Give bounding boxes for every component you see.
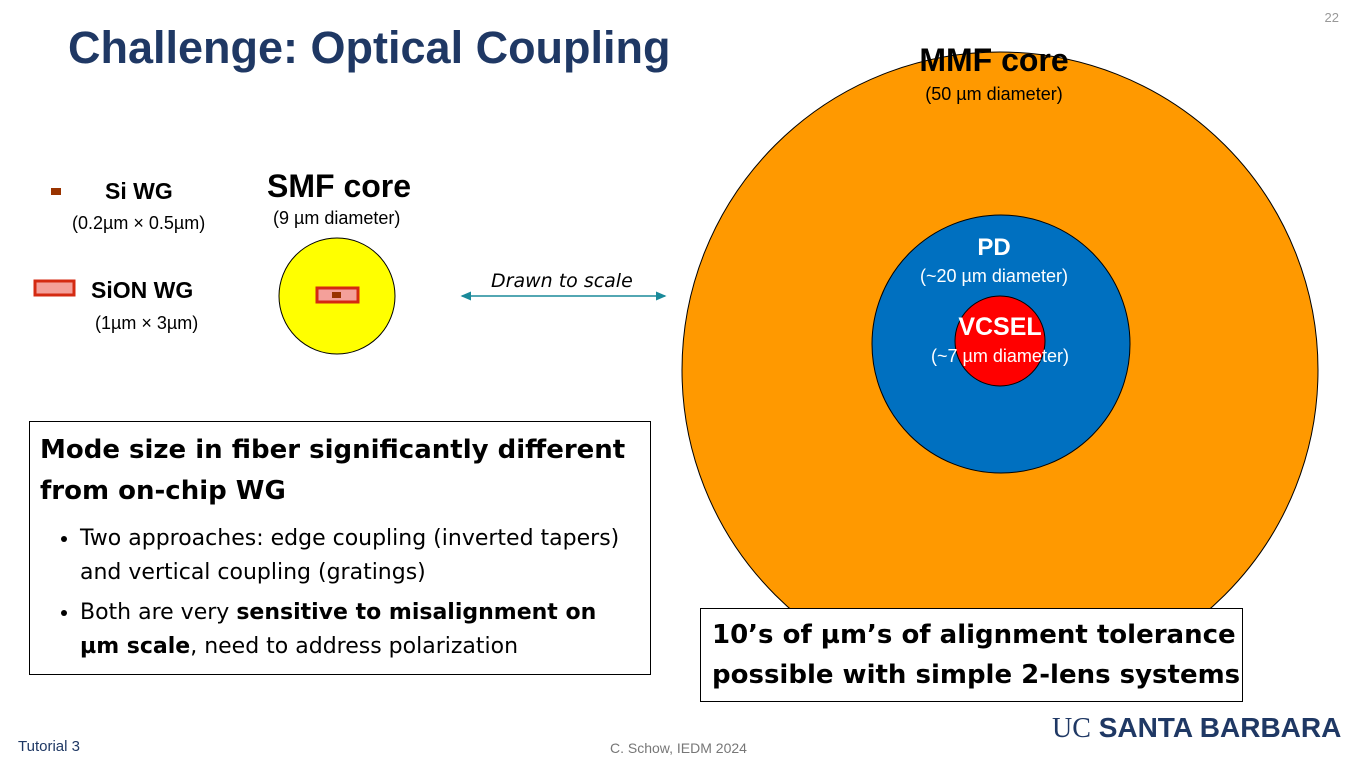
si-wg-label: Si WG [105, 178, 173, 204]
vcsel-dims: (~7 µm diameter) [931, 346, 1069, 366]
si-wg-dims: (0.2µm × 0.5µm) [72, 213, 206, 233]
bullet-text: , need to address polarization [190, 634, 519, 659]
bullet-approaches: Two approaches: edge coupling (inverted … [80, 522, 640, 590]
mode-size-callout: Mode size in fiber significantly differe… [29, 421, 651, 675]
alignment-tolerance-callout: 10’s of µm’s of alignment tolerance poss… [700, 608, 1243, 702]
logo-uc: UC [1052, 713, 1091, 744]
footer-author: C. Schow, IEDM 2024 [610, 740, 747, 756]
bullet-bold-text: sensitive to misalignment on µm scale [80, 600, 597, 659]
bullet-text: Both are very [80, 600, 237, 625]
bullet-sensitivity: Both are very sensitive to misalignment … [80, 596, 640, 664]
pd-dims: (~20 µm diameter) [920, 266, 1068, 286]
mmf-label: MMF core [919, 42, 1069, 78]
sion-wg-swatch [33, 279, 76, 297]
si-wg-in-smf [332, 292, 341, 298]
logo-santa-barbara: SANTA BARBARA [1098, 712, 1342, 743]
callout-heading: Mode size in fiber significantly differe… [40, 435, 626, 506]
mmf-dims: (50 µm diameter) [925, 84, 1063, 104]
vcsel-label: VCSEL [958, 313, 1042, 341]
footer-tutorial: Tutorial 3 [18, 738, 80, 755]
smf-dims: (9 µm diameter) [273, 208, 401, 228]
si-wg-swatch [51, 188, 61, 195]
page-number: 22 [1324, 10, 1339, 25]
scale-label: Drawn to scale [491, 270, 633, 292]
vcsel-circle [954, 295, 1046, 387]
pd-label: PD [977, 234, 1011, 261]
smf-label: SMF core [267, 168, 412, 204]
ucsb-logo: UC SANTA BARBARA [1052, 712, 1341, 745]
sion-wg-label: SiON WG [91, 277, 194, 303]
slide-title: Challenge: Optical Coupling [68, 22, 671, 73]
sion-wg-dims: (1µm × 3µm) [95, 313, 199, 333]
